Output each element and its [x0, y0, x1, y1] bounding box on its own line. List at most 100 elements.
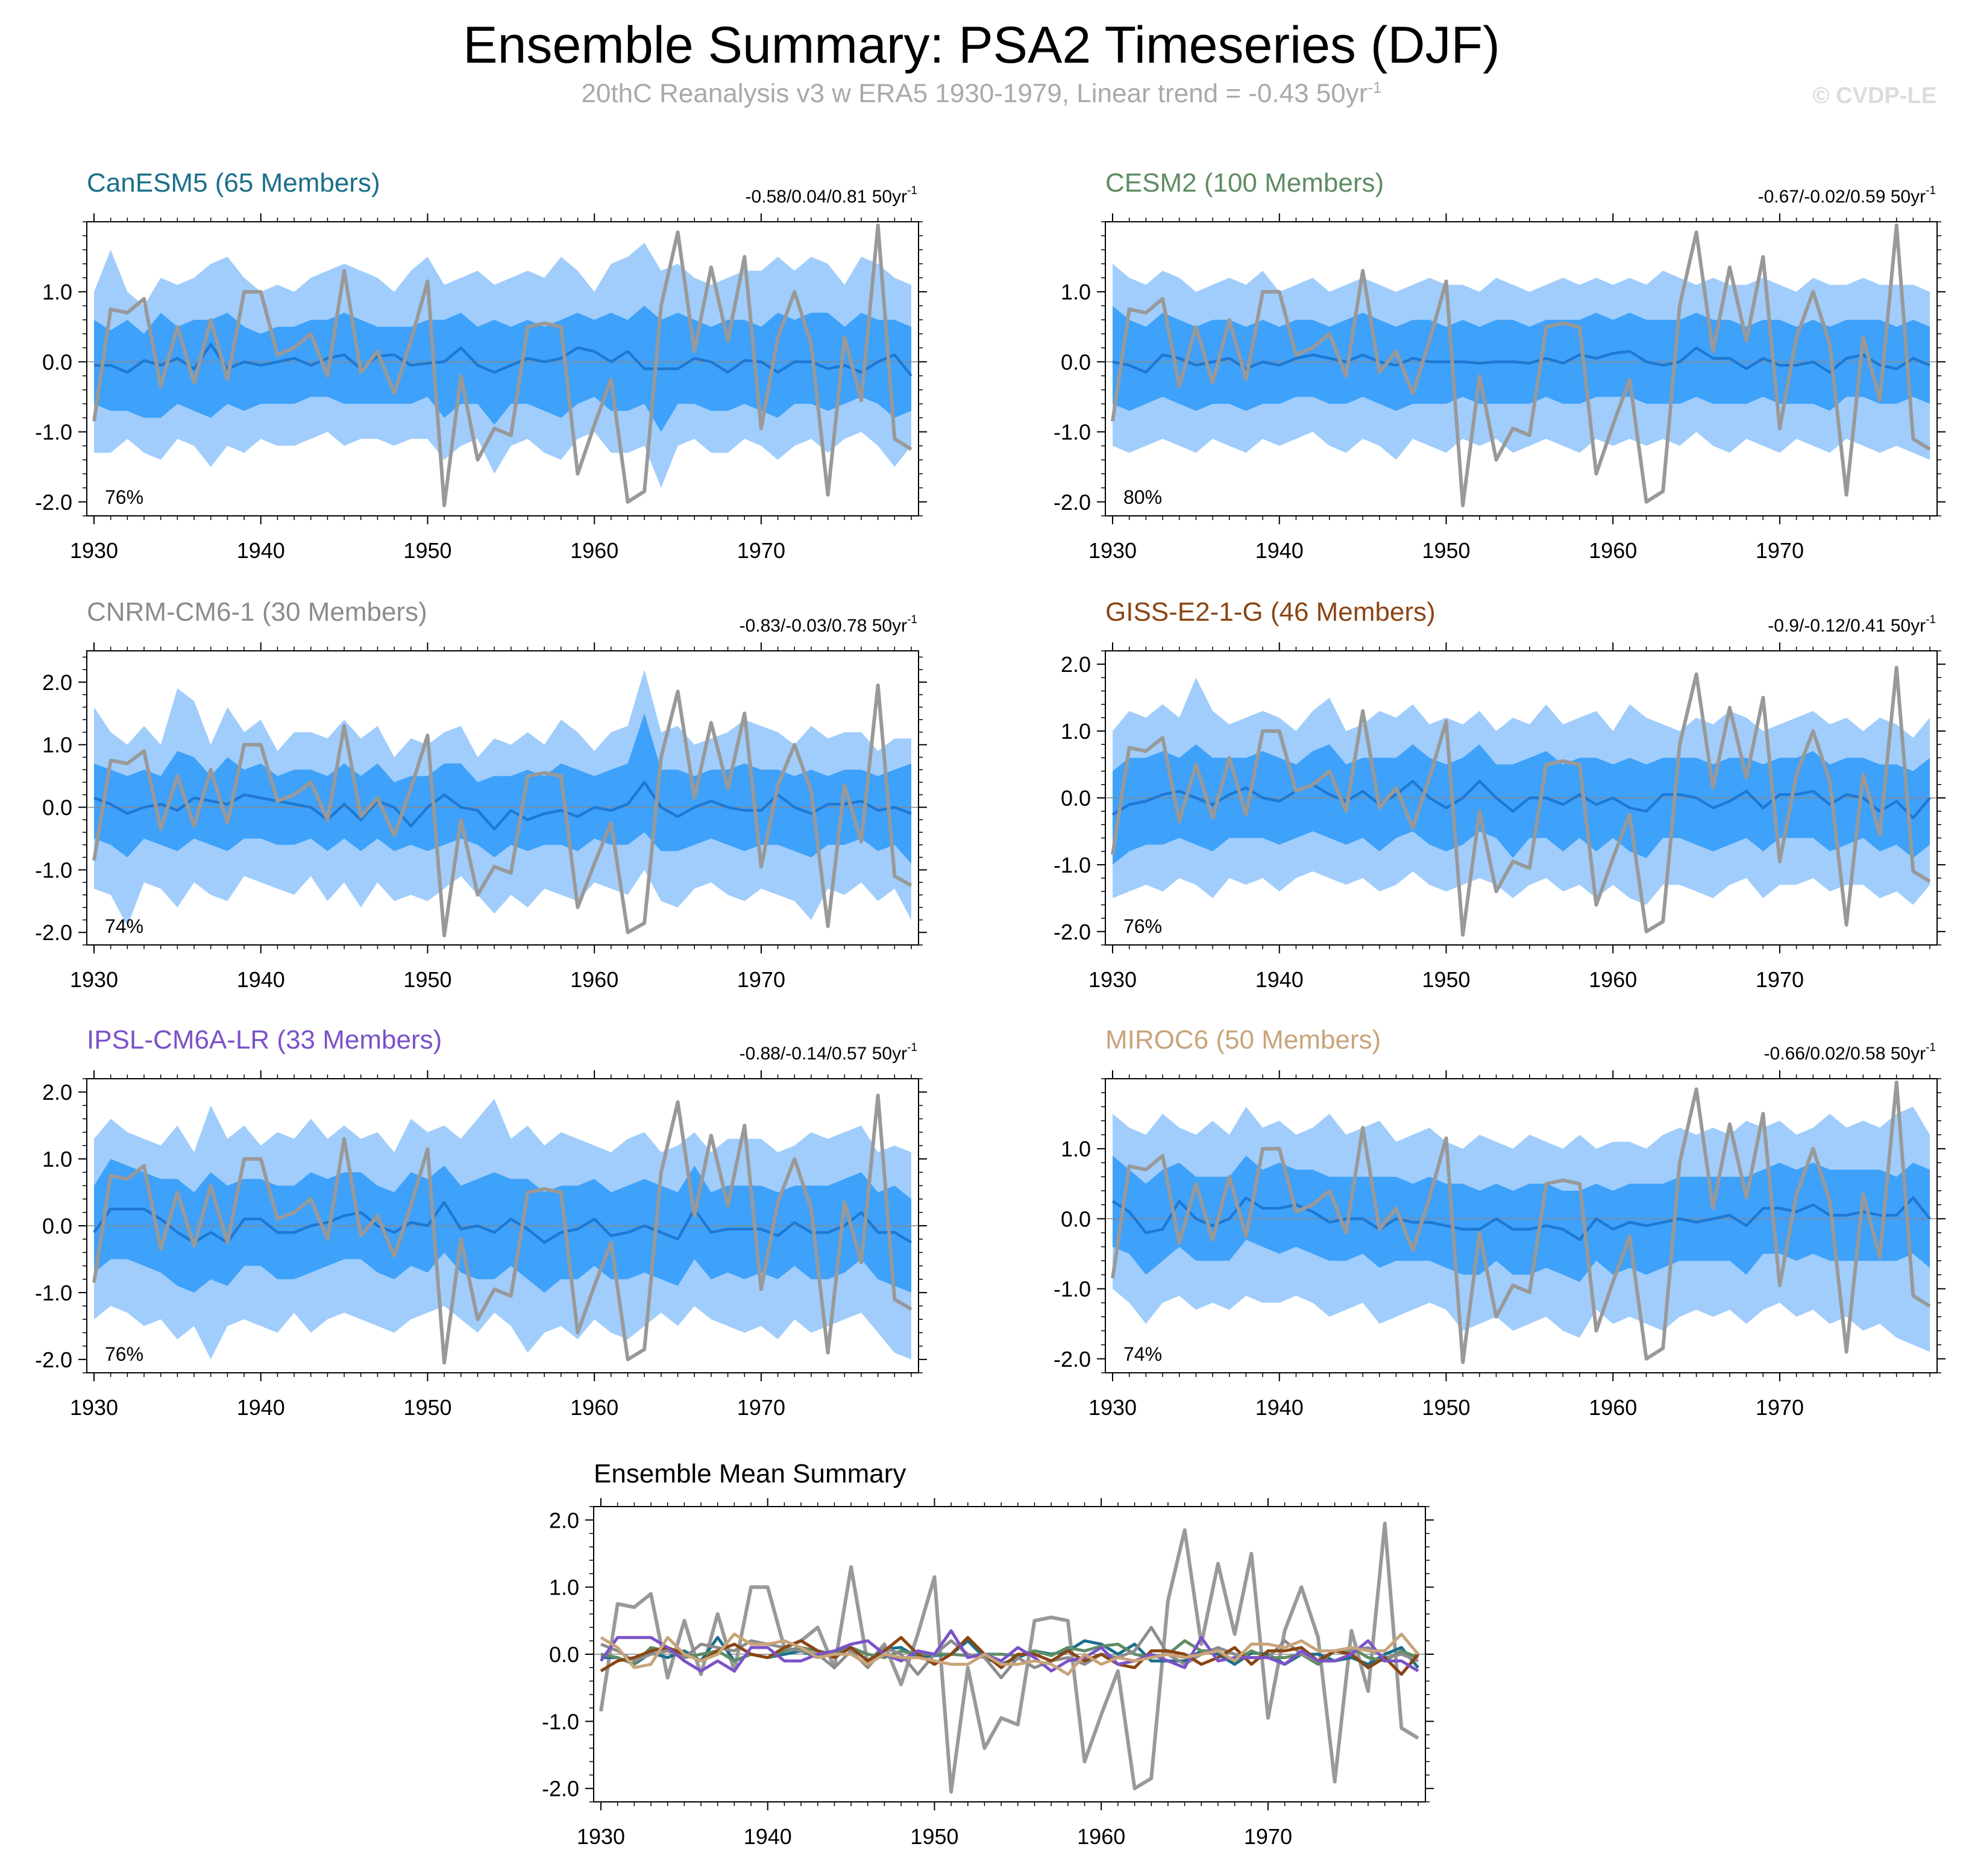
y-tick-label: -1.0: [1054, 1277, 1091, 1302]
x-tick-label: 1930: [1088, 538, 1137, 563]
x-tick-label: 1940: [1255, 967, 1304, 992]
y-tick-label: -2.0: [1054, 1347, 1091, 1372]
x-tick-label: 1950: [403, 538, 451, 563]
y-tick-label: 1.0: [549, 1575, 579, 1600]
y-tick-label: 0.0: [1061, 350, 1091, 374]
y-tick-label: 1.0: [42, 1147, 72, 1172]
x-tick-label: 1970: [737, 1395, 785, 1420]
panel-title: MIROC6 (50 Members): [1105, 1025, 1381, 1055]
percent-label: 74%: [105, 915, 143, 937]
panel-ipsl-cm6a-lr: -2.0 -1.0 0.0 1.0 2.0 1930 1940 1950 1960 1970 IPS…: [35, 1025, 927, 1420]
trend-label: -0.83/-0.03/0.78 50yr-1: [740, 613, 917, 636]
trend-superscript: -1: [1926, 1041, 1936, 1054]
trend-label: -0.58/0.04/0.81 50yr-1: [746, 184, 917, 207]
y-tick-label: -1.0: [1054, 420, 1091, 445]
trend-superscript: -1: [907, 613, 917, 626]
observations-line: [1111, 1080, 1931, 1364]
subtitle-text: 20thC Reanalysis v3 w ERA5 1930-1979, Li…: [581, 78, 1368, 108]
page-title: Ensemble Summary: PSA2 Timeseries (DJF): [463, 16, 1500, 74]
y-tick-label: -2.0: [1054, 920, 1091, 944]
x-tick-label: 1950: [1422, 967, 1470, 992]
x-tick-label: 1940: [237, 538, 285, 563]
y-tick-label: 0.0: [42, 1214, 72, 1238]
y-tick-label: -2.0: [35, 920, 72, 945]
observations-line: [92, 1093, 912, 1365]
y-tick-label: 1.0: [42, 733, 72, 758]
model-mean-line: [600, 1636, 1419, 1676]
y-tick-label: 2.0: [42, 1080, 72, 1105]
x-tick-label: 1940: [237, 1395, 285, 1420]
plot-frame: [1105, 221, 1938, 516]
copyright-label: © CVDP-LE: [1812, 83, 1936, 108]
plot-frame: [1105, 1078, 1938, 1373]
x-tick-label: 1940: [1255, 1395, 1304, 1420]
model-mean-line: [600, 1633, 1419, 1676]
x-tick-label: 1930: [1088, 1395, 1137, 1420]
y-tick-label: 2.0: [1061, 652, 1091, 677]
plot-frame: [86, 221, 919, 516]
y-tick-label: 0.0: [42, 795, 72, 820]
y-tick-label: -1.0: [542, 1709, 579, 1734]
percent-label: 76%: [1123, 915, 1162, 937]
percent-label: 80%: [1123, 486, 1162, 508]
panel-ensemble-mean-summary: -2.0 -1.0 0.0 1.0 2.0 1930 1940 1950 1960 1970 Ens…: [542, 1459, 1434, 1849]
y-tick-label: 2.0: [42, 670, 72, 695]
x-tick-label: 1930: [70, 967, 118, 992]
model-mean-line: [600, 1626, 1419, 1680]
trend-label: -0.88/-0.14/0.57 50yr-1: [740, 1041, 917, 1064]
x-tick-label: 1930: [1088, 967, 1137, 992]
y-tick-label: -2.0: [35, 1347, 72, 1372]
panel-cnrm-cm6-1: -2.0 -1.0 0.0 1.0 2.0 1930 1940 1950 1960 1970 CNR…: [35, 597, 927, 992]
trend-superscript: -1: [907, 184, 917, 197]
y-tick-label: 1.0: [42, 280, 72, 304]
inner-spread-band: [1113, 306, 1930, 411]
panel-cesm2: -2.0 -1.0 0.0 1.0 1930 1940 1950 1960 1970 CESM2 …: [1054, 168, 1946, 563]
y-tick-label: -1.0: [35, 1281, 72, 1305]
x-tick-label: 1930: [577, 1824, 625, 1849]
x-tick-label: 1930: [70, 538, 118, 563]
summary-title: Ensemble Mean Summary: [594, 1459, 906, 1489]
x-tick-label: 1940: [1255, 538, 1304, 563]
panel-giss-e2-1-g: -2.0 -1.0 0.0 1.0 2.0 1930 1940 1950 1960 1970 GIS…: [1054, 597, 1946, 992]
y-tick-label: 1.0: [1061, 1137, 1091, 1161]
y-tick-label: 2.0: [549, 1508, 579, 1532]
panel-title: GISS-E2-1-G (46 Members): [1105, 597, 1436, 627]
y-tick-label: 0.0: [42, 350, 72, 374]
model-mean-line: [599, 1629, 1419, 1673]
x-tick-label: 1960: [1077, 1824, 1125, 1849]
panel-miroc6: -2.0 -1.0 0.0 1.0 1930 1940 1950 1960 1970 MIROC6…: [1054, 1025, 1946, 1420]
x-tick-label: 1960: [1589, 967, 1637, 992]
y-tick-label: 0.0: [1061, 1206, 1091, 1231]
observations-line: [92, 683, 912, 938]
trend-label: -0.66/0.02/0.58 50yr-1: [1764, 1041, 1936, 1064]
inner-spread-band: [94, 713, 911, 864]
x-tick-label: 1960: [570, 967, 618, 992]
observations-line: [1111, 665, 1931, 937]
plot-frame: [86, 650, 919, 946]
y-tick-label: -1.0: [35, 858, 72, 882]
x-tick-label: 1960: [570, 1395, 618, 1420]
y-tick-label: -1.0: [1054, 853, 1091, 877]
trend-superscript: -1: [1926, 184, 1936, 197]
x-tick-label: 1950: [1422, 1395, 1470, 1420]
trend-superscript: -1: [1926, 613, 1936, 626]
percent-label: 76%: [105, 1343, 143, 1365]
x-tick-label: 1950: [910, 1824, 958, 1849]
x-tick-label: 1970: [737, 538, 785, 563]
x-tick-label: 1950: [403, 1395, 451, 1420]
trend-label: -0.67/-0.02/0.59 50yr-1: [1758, 184, 1936, 207]
y-tick-label: -2.0: [35, 490, 72, 515]
panel-title: CanESM5 (65 Members): [87, 168, 380, 198]
panel-canesm5: -2.0 -1.0 0.0 1.0 1930 1940 1950 1960 1970 CanESM…: [35, 168, 927, 563]
y-tick-label: 1.0: [1061, 280, 1091, 304]
percent-label: 76%: [105, 486, 143, 508]
y-tick-label: -1.0: [35, 420, 72, 445]
observations-line: [1111, 223, 1931, 507]
x-tick-label: 1970: [1244, 1824, 1292, 1849]
page-subtitle: 20thC Reanalysis v3 w ERA5 1930-1979, Li…: [0, 78, 1963, 109]
ensemble-mean-line: [93, 1200, 912, 1244]
subtitle-superscript: -1: [1368, 78, 1382, 96]
x-tick-label: 1960: [570, 538, 618, 563]
x-tick-label: 1970: [1756, 1395, 1804, 1420]
